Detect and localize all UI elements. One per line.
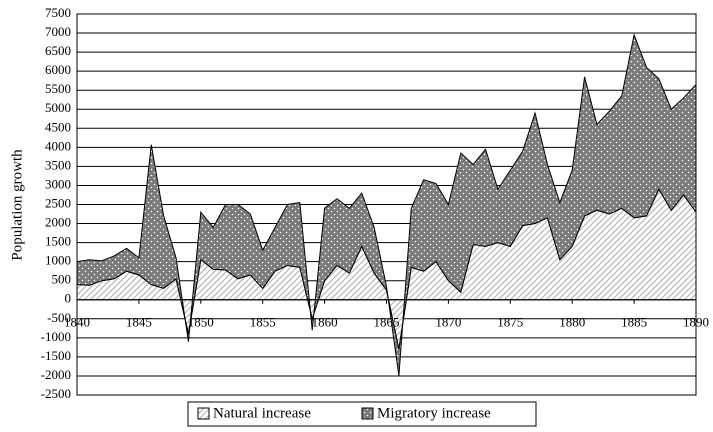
x-tick-label: 1875	[497, 315, 523, 330]
y-tick-label: 5000	[45, 100, 71, 115]
legend-swatch	[361, 407, 374, 420]
y-tick-label: 1500	[45, 234, 71, 249]
y-tick-label: 3000	[45, 176, 71, 191]
y-tick-label: -2000	[41, 367, 71, 382]
y-tick-label: 5500	[45, 81, 71, 96]
y-tick-label: -1000	[41, 329, 71, 344]
x-tick-label: 1865	[374, 315, 400, 330]
y-tick-label: 4000	[45, 138, 71, 153]
x-tick-label: 1885	[621, 315, 647, 330]
y-tick-label: 2000	[45, 215, 71, 230]
plot-border	[76, 13, 697, 396]
x-tick-label: 1880	[559, 315, 585, 330]
y-tick-label: -500	[47, 310, 71, 325]
x-tick-label: 1845	[126, 315, 152, 330]
y-tick-label: 4500	[45, 119, 71, 134]
x-tick-label: 1860	[312, 315, 338, 330]
y-tick-label: 7500	[45, 5, 71, 20]
x-tick-label: 1870	[435, 315, 461, 330]
legend: Natural increase Migratory increase	[187, 401, 537, 427]
y-tick-label: 2500	[45, 195, 71, 210]
y-tick-label: 6000	[45, 62, 71, 77]
y-tick-label: 7000	[45, 24, 71, 39]
x-tick-label: 1840	[64, 315, 90, 330]
y-tick-label: -2500	[41, 386, 71, 401]
legend-label: Migratory increase	[377, 405, 491, 421]
legend-label: Natural increase	[213, 405, 311, 421]
y-tick-label: -1500	[41, 348, 71, 363]
x-tick-label: 1855	[250, 315, 276, 330]
y-tick-label: 1000	[45, 253, 71, 268]
x-tick-label: 1850	[188, 315, 214, 330]
y-tick-label: 0	[65, 291, 72, 306]
x-tick-label: 1890	[683, 315, 709, 330]
y-axis-label: Population growth	[9, 149, 25, 261]
y-tick-label: 6500	[45, 43, 71, 58]
legend-swatch	[197, 407, 210, 420]
y-tick-label: 3500	[45, 157, 71, 172]
y-tick-label: 500	[52, 272, 72, 287]
